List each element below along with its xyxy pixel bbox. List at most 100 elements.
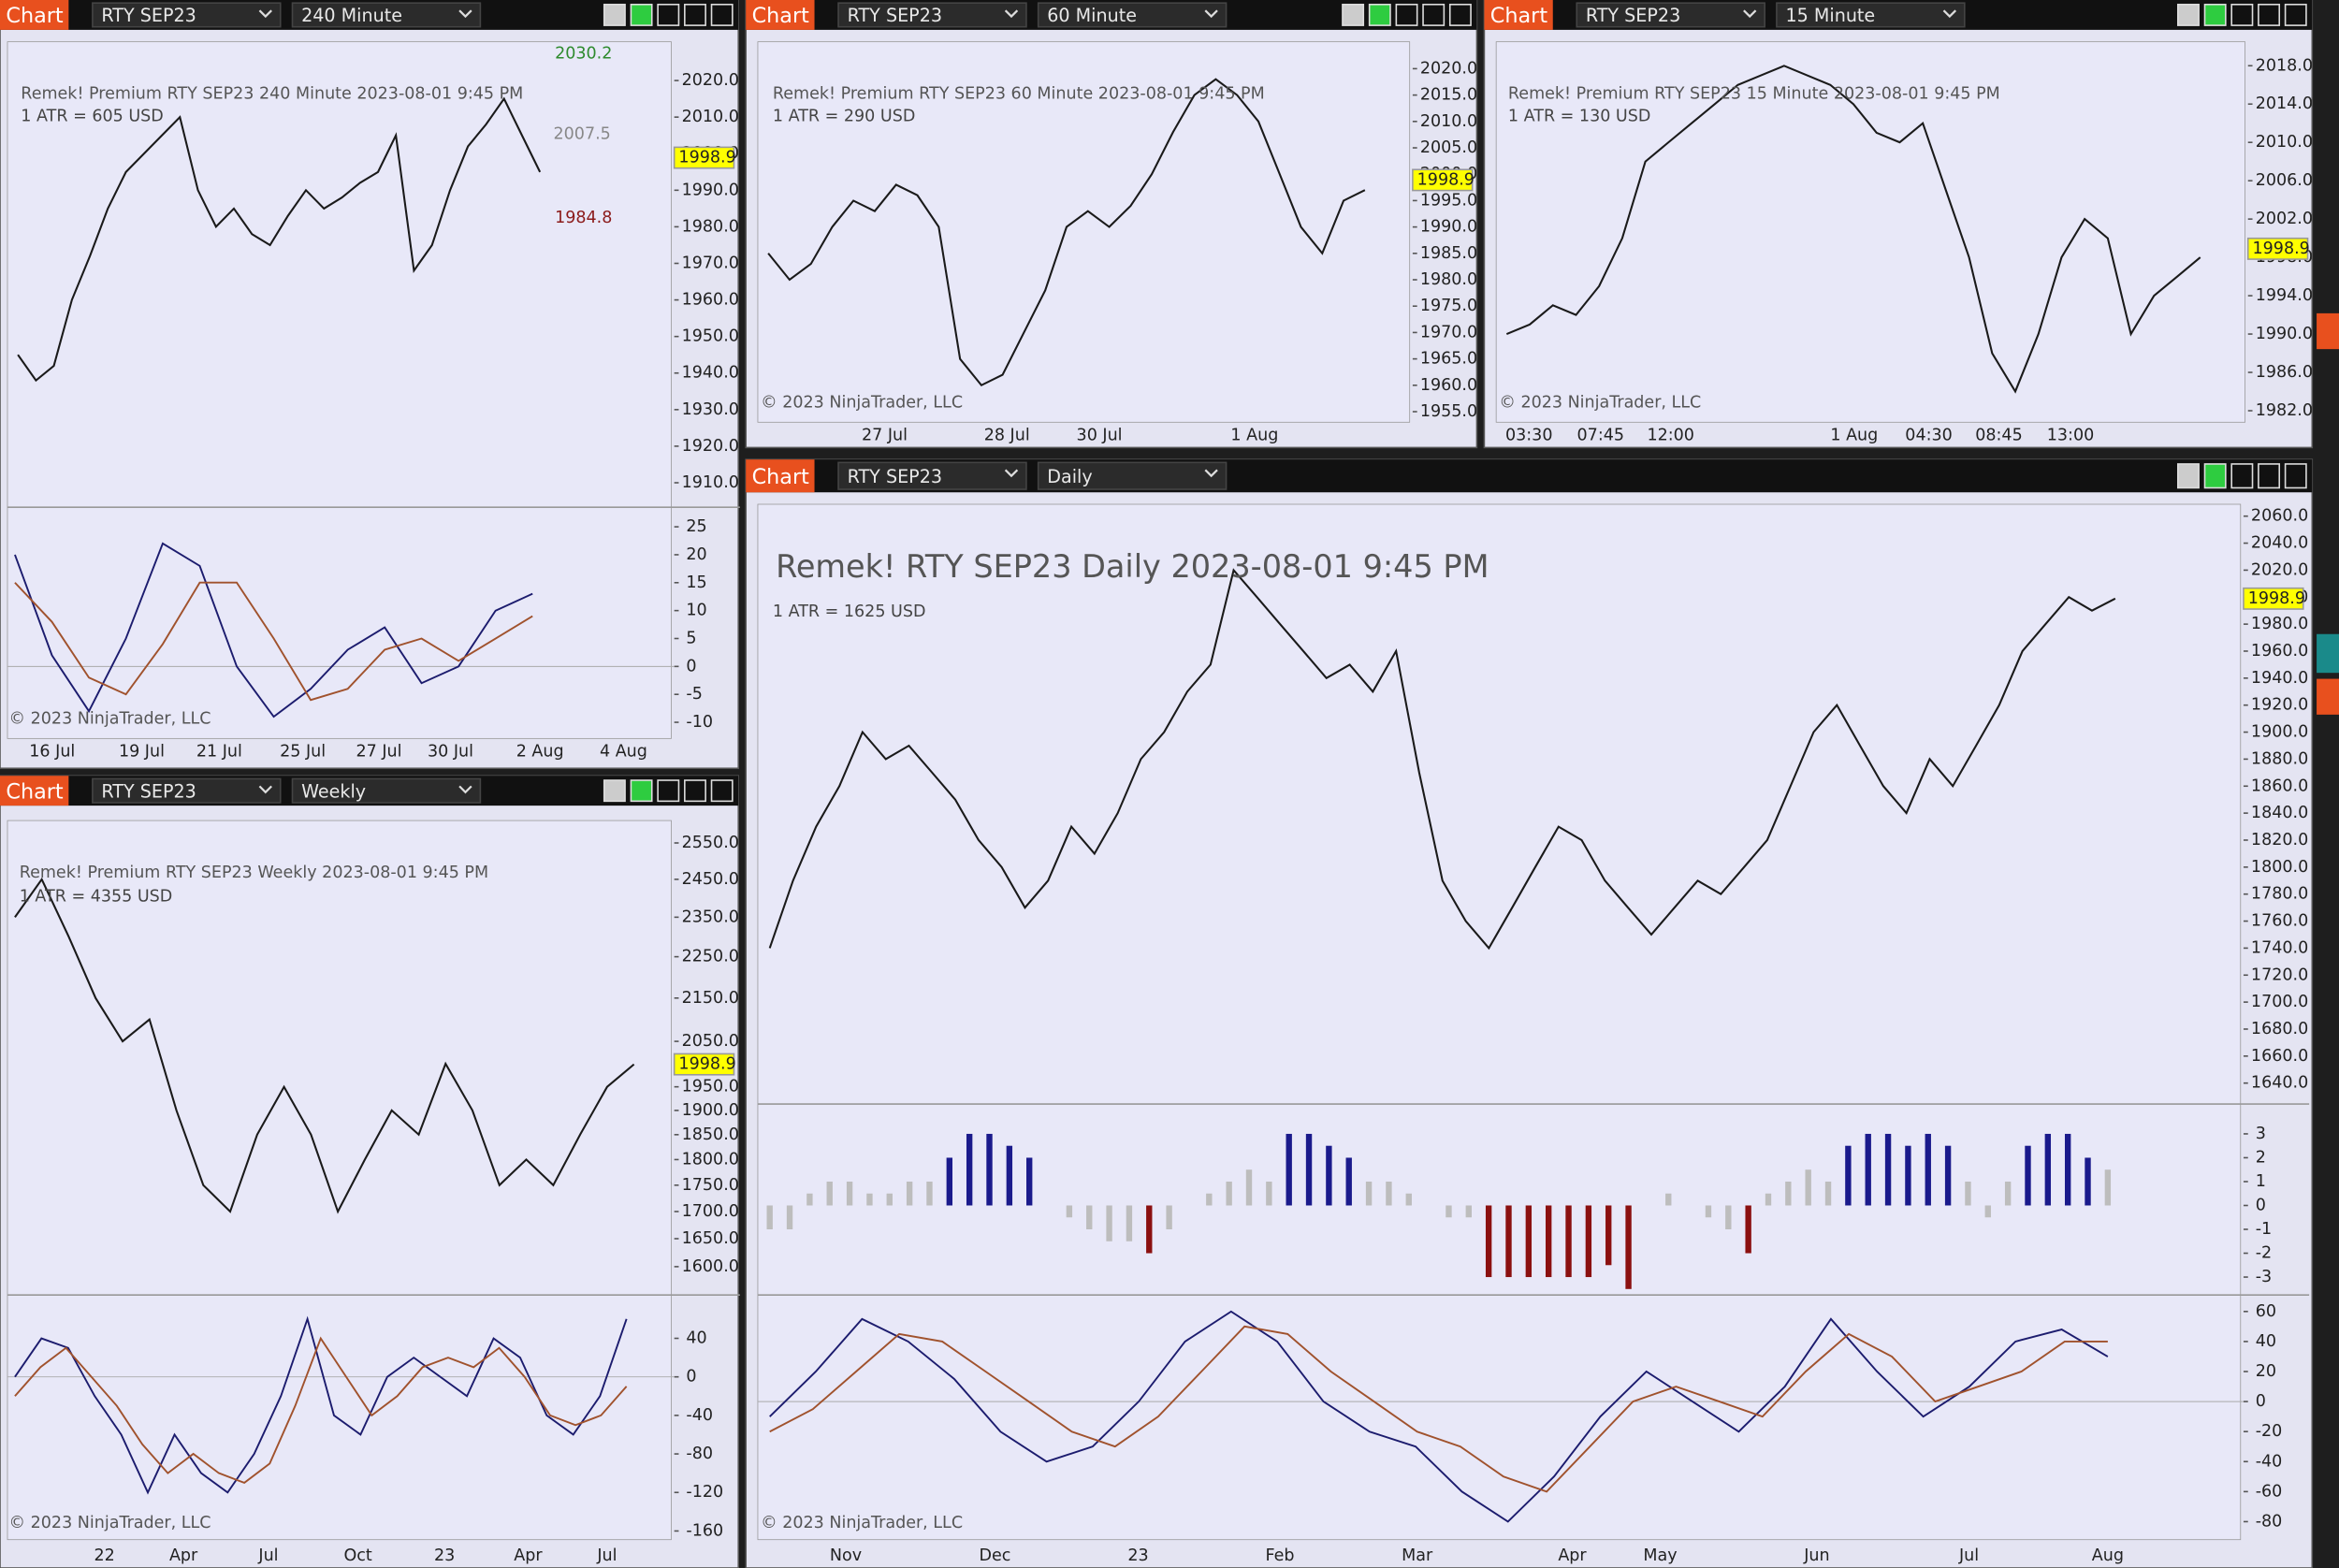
- x-tick-label: 4 Aug: [600, 743, 647, 762]
- histogram-bar: [1925, 1133, 1931, 1206]
- window-button[interactable]: [2177, 3, 2200, 26]
- window-button[interactable]: [1395, 3, 1418, 26]
- x-tick-label: Aug: [2092, 1546, 2124, 1565]
- window-button[interactable]: [684, 3, 706, 26]
- dropdown-chevron: [1942, 9, 1957, 19]
- y-tick-label: 1910.0: [682, 473, 739, 492]
- y-tick-label: 1986.0: [2256, 363, 2313, 382]
- y-tick-label: -160: [686, 1521, 723, 1540]
- histogram-bar: [766, 1205, 773, 1230]
- x-tick-label: 21 Jul: [196, 743, 242, 762]
- tab[interactable]: [746, 0, 815, 30]
- y-tick-label: 1990.0: [1420, 218, 1477, 237]
- window-button[interactable]: [2258, 3, 2281, 26]
- y-tick-label: 20: [686, 545, 706, 564]
- window-button[interactable]: [710, 3, 734, 26]
- window-button[interactable]: [1448, 3, 1472, 26]
- y-tick-label: 2150.0: [682, 989, 739, 1008]
- window-button[interactable]: [2177, 463, 2200, 489]
- last-price-tag: [1412, 168, 1474, 192]
- x-tick-label: 04:30: [1905, 427, 1952, 445]
- interval-dropdown-label: 240 Minute: [301, 5, 402, 26]
- price-annotation: 2030.2: [555, 44, 612, 63]
- histogram-bar: [1905, 1145, 1911, 1206]
- y-tick-label: 1950.0: [682, 1078, 739, 1096]
- y-tick-label: 2060.0: [2251, 507, 2308, 526]
- y-tick-label: 2010.0: [2256, 133, 2313, 152]
- dropdown-chevron: [258, 785, 272, 794]
- x-tick-label: Apr: [514, 1546, 543, 1565]
- window-button[interactable]: [2230, 463, 2254, 489]
- window-button[interactable]: [603, 779, 626, 803]
- price-annotation: 1984.8: [555, 209, 612, 227]
- price-line: [14, 877, 635, 1214]
- interval-dropdown[interactable]: [1776, 2, 1966, 28]
- last-price-tag: [673, 146, 735, 169]
- dropdown-chevron: [458, 9, 472, 19]
- window-button[interactable]: [630, 779, 653, 803]
- instrument-dropdown[interactable]: [92, 777, 282, 804]
- dropdown-chevron: [458, 785, 472, 794]
- y-tick-label: 1750.0: [682, 1176, 739, 1195]
- y-tick-label: 1960.0: [2251, 642, 2308, 661]
- tab[interactable]: [1484, 0, 1553, 30]
- x-tick-label: 03:30: [1505, 427, 1552, 445]
- tab[interactable]: [746, 459, 815, 493]
- x-tick-label: 13:00: [2047, 427, 2094, 445]
- y-tick-label: 1930.0: [682, 400, 739, 419]
- window-button[interactable]: [2258, 463, 2281, 489]
- oscillator-line: [14, 542, 533, 719]
- window-button[interactable]: [2284, 463, 2307, 489]
- window-button[interactable]: [710, 779, 734, 803]
- instrument-dropdown[interactable]: [1576, 2, 1765, 28]
- interval-dropdown-label: 15 Minute: [1785, 5, 1875, 26]
- y-tick-label: 1970.0: [682, 254, 739, 272]
- copyright: © 2023 NinjaTrader, LLC: [761, 1514, 963, 1532]
- instrument-dropdown-label: RTY SEP23: [848, 5, 942, 26]
- y-tick-label: 40: [2256, 1332, 2276, 1351]
- window-button[interactable]: [1342, 3, 1365, 26]
- y-tick-label: 1840.0: [2251, 804, 2308, 822]
- tab[interactable]: [0, 776, 69, 806]
- x-tick-label: Feb: [1265, 1546, 1294, 1565]
- window-button[interactable]: [1422, 3, 1446, 26]
- histogram-bar: [1745, 1205, 1751, 1254]
- window-button[interactable]: [657, 779, 680, 803]
- tab[interactable]: [0, 0, 69, 30]
- y-tick-label: 1720.0: [2251, 965, 2308, 984]
- histogram-bar: [2104, 1169, 2112, 1206]
- instrument-dropdown[interactable]: [837, 461, 1027, 490]
- window-button[interactable]: [2203, 463, 2227, 489]
- window-button[interactable]: [2284, 3, 2307, 26]
- dropdown-chevron: [1204, 469, 1218, 478]
- window-button[interactable]: [1368, 3, 1391, 26]
- window-button[interactable]: [657, 3, 680, 26]
- y-tick-label: 1740.0: [2251, 938, 2308, 957]
- x-tick-label: Jul: [1958, 1546, 1979, 1565]
- interval-dropdown[interactable]: [1037, 2, 1228, 28]
- window-button[interactable]: [603, 3, 626, 26]
- histogram-bar: [1305, 1133, 1313, 1206]
- x-tick-label: 27 Jul: [356, 743, 401, 762]
- y-tick-label: 1980.0: [682, 217, 739, 236]
- interval-dropdown[interactable]: [1037, 461, 1228, 490]
- y-tick-label: 2450.0: [682, 870, 739, 889]
- x-tick-label: 25 Jul: [280, 743, 326, 762]
- instrument-dropdown-label: RTY SEP23: [101, 780, 196, 802]
- histogram-bar: [1066, 1205, 1073, 1218]
- window-button[interactable]: [2230, 3, 2254, 26]
- window-button[interactable]: [630, 3, 653, 26]
- x-tick-label: 30 Jul: [1077, 427, 1123, 445]
- window-button[interactable]: [2203, 3, 2227, 26]
- tab-label: Chart: [6, 779, 64, 804]
- interval-dropdown[interactable]: [291, 777, 482, 804]
- interval-dropdown[interactable]: [291, 2, 482, 28]
- y-tick-label: 2050.0: [682, 1032, 739, 1051]
- window-button[interactable]: [684, 779, 706, 803]
- histogram-bar: [826, 1181, 833, 1206]
- y-tick-label: 1660.0: [2251, 1047, 2308, 1066]
- instrument-dropdown[interactable]: [92, 2, 282, 28]
- instrument-dropdown[interactable]: [837, 2, 1027, 28]
- histogram-bar: [1245, 1169, 1253, 1206]
